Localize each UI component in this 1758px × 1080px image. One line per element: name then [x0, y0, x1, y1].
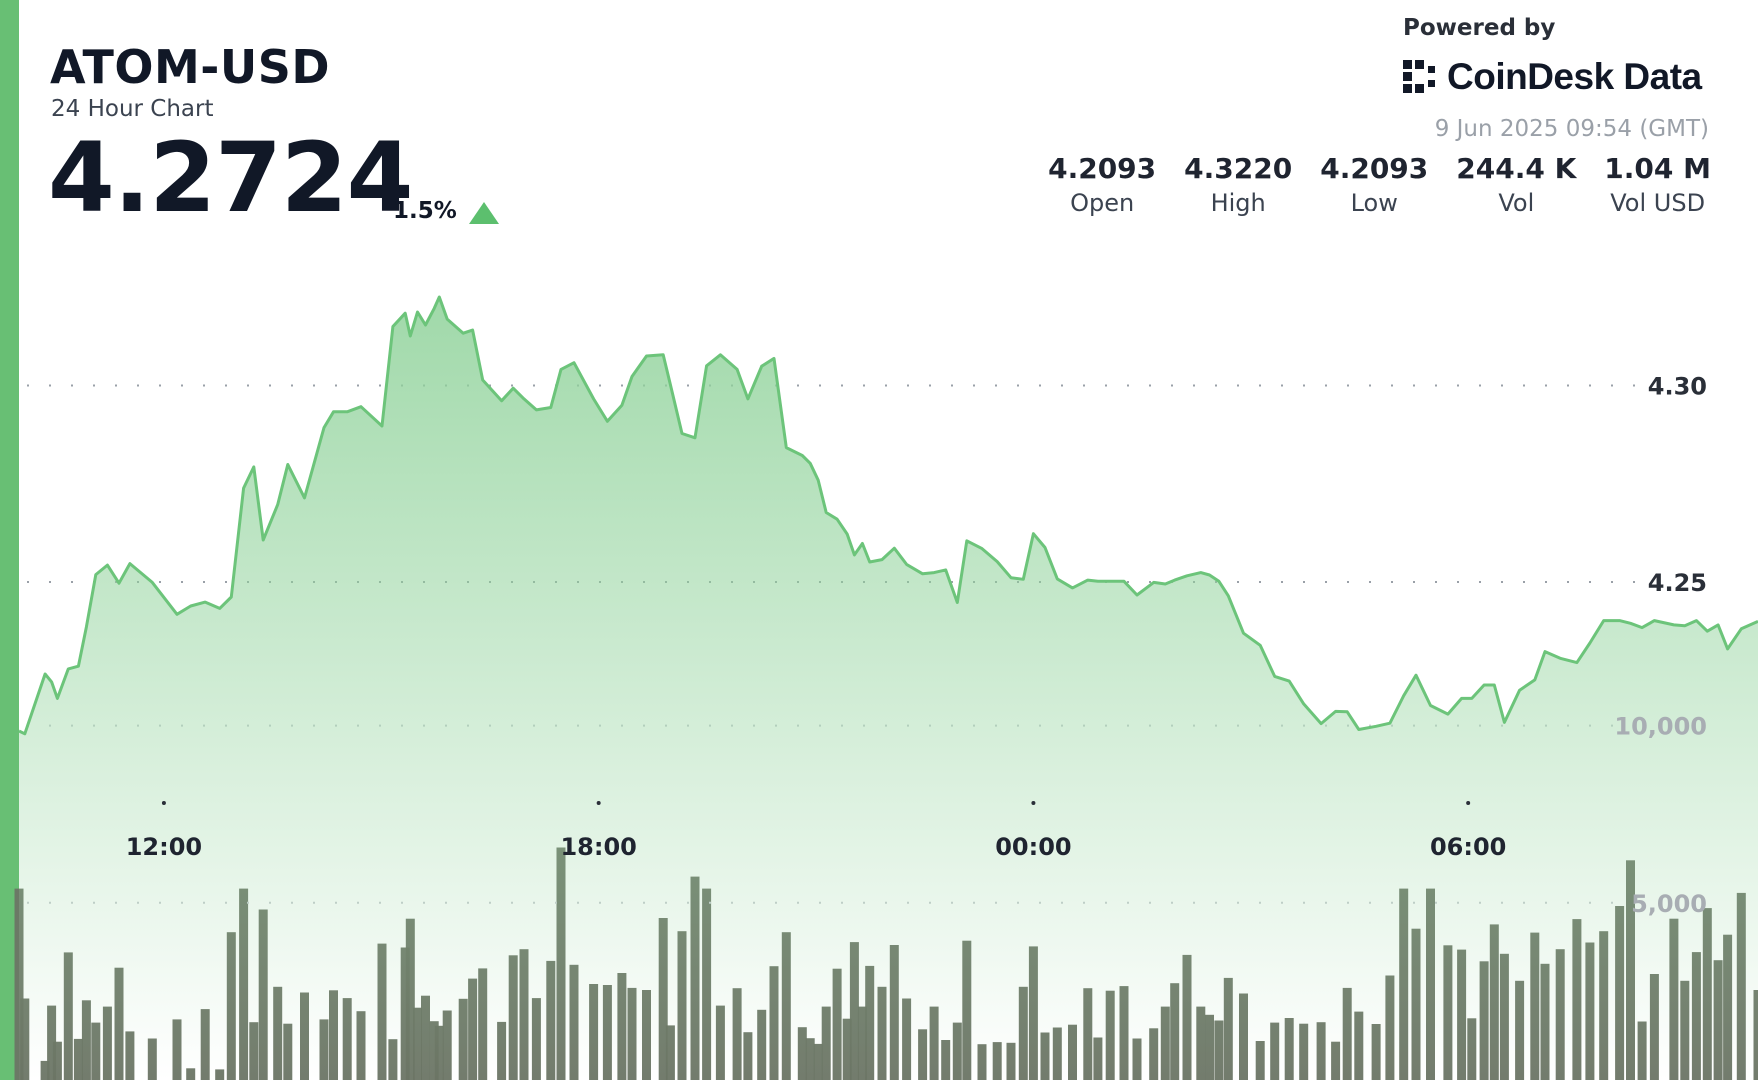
timestamp: 9 Jun 2025 09:54 (GMT) — [1434, 116, 1709, 142]
stat-open: 4.2093 Open — [1034, 152, 1170, 217]
pair-title: ATOM-USD — [50, 40, 331, 94]
triangle-up-icon — [469, 202, 499, 224]
axis-labels: 4.30 4.25 10,000 5,000 12:00 18:00 00:00 06:00 — [126, 372, 1707, 917]
price-area — [19, 297, 1758, 1080]
stat-label: Vol — [1498, 189, 1535, 217]
x-tick-mark — [1466, 801, 1471, 805]
volume-tick-label: 5,000 — [1631, 890, 1707, 918]
x-tick-mark — [161, 801, 166, 805]
price-line — [18, 295, 1758, 736]
chart-subtitle: 24 Hour Chart — [51, 96, 214, 122]
stat-vol-usd: 1.04 M Vol USD — [1590, 152, 1711, 217]
stat-vol: 244.4 K Vol — [1442, 152, 1590, 217]
current-price: 4.2724 — [48, 122, 413, 234]
powered-by-label: Powered by — [1403, 15, 1556, 41]
stat-label: Open — [1070, 189, 1135, 217]
stat-high: 4.3220 High — [1170, 152, 1306, 217]
coindesk-logo-icon — [1401, 58, 1439, 96]
stat-value: 244.4 K — [1456, 152, 1577, 185]
price-tick-label: 4.25 — [1648, 569, 1707, 597]
x-tick-mark — [1031, 801, 1036, 805]
stat-value: 4.2093 — [1048, 152, 1157, 185]
stat-value: 1.04 M — [1604, 152, 1711, 185]
stat-value: 4.2093 — [1320, 152, 1429, 185]
price-change: 1.5% — [393, 198, 457, 224]
stat-label: High — [1210, 189, 1266, 217]
brand-logo[interactable]: CoinDesk Data — [1401, 56, 1702, 98]
x-tick-label: 00:00 — [995, 833, 1071, 861]
stat-label: Vol USD — [1610, 189, 1706, 217]
price-tick-label: 4.30 — [1648, 372, 1707, 400]
x-tick-label: 12:00 — [126, 833, 202, 861]
stat-low: 4.2093 Low — [1306, 152, 1442, 217]
x-tick-label: 18:00 — [560, 833, 636, 861]
stats-row: 4.2093 Open 4.3220 High 4.2093 Low 244.4… — [1034, 152, 1711, 217]
x-tick-label: 06:00 — [1430, 833, 1506, 861]
volume-tick-label: 10,000 — [1614, 713, 1707, 741]
accent-bar — [0, 0, 19, 1080]
stat-value: 4.3220 — [1184, 152, 1293, 185]
stat-label: Low — [1350, 189, 1398, 217]
brand-name: CoinDesk Data — [1447, 56, 1702, 97]
x-tick-mark — [596, 801, 601, 805]
